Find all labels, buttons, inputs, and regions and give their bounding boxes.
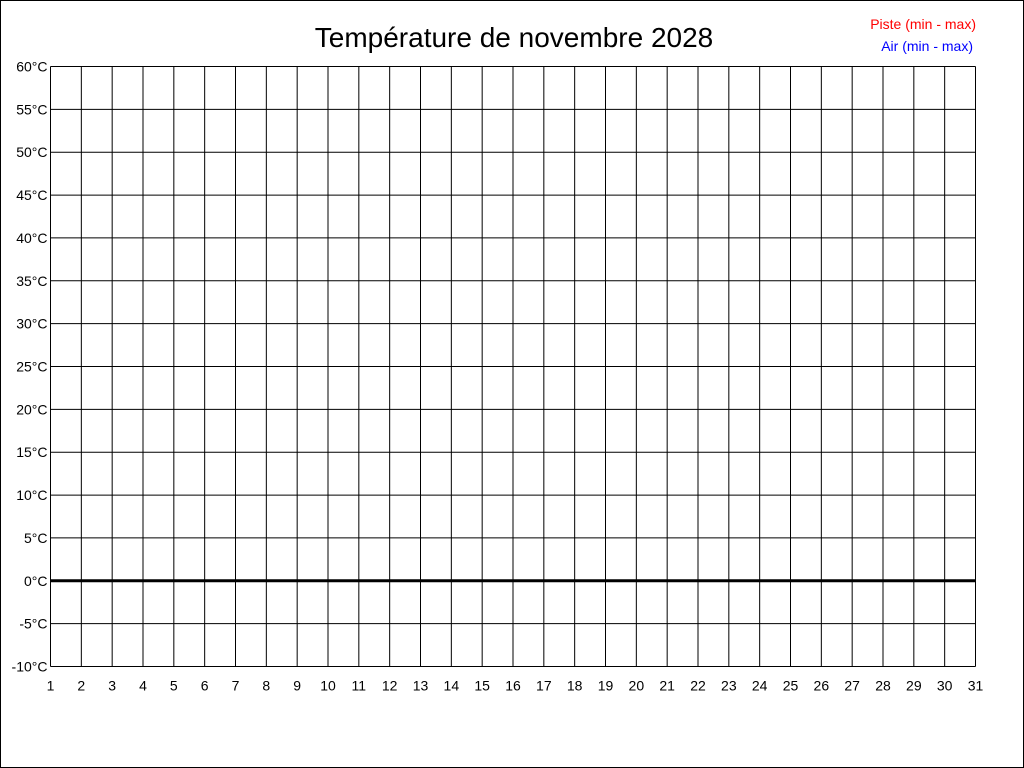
- grid: [50, 66, 976, 667]
- x-tick-label: 25: [783, 678, 799, 694]
- x-tick-label: 27: [844, 678, 860, 694]
- x-tick-label: 5: [170, 678, 178, 694]
- x-tick-label: 31: [968, 678, 984, 694]
- x-tick-label: 19: [598, 678, 614, 694]
- x-tick-label: 22: [690, 678, 706, 694]
- x-tick-label: 13: [413, 678, 429, 694]
- x-tick-label: 4: [139, 678, 147, 694]
- x-tick-label: 20: [629, 678, 645, 694]
- x-tick-label: 21: [659, 678, 675, 694]
- x-tick-label: 16: [505, 678, 521, 694]
- x-tick-label: 29: [906, 678, 922, 694]
- y-axis: 60°C 55°C 50°C 45°C 40°C 35°C 30°C 25°C 20°C 15°C…: [12, 59, 48, 675]
- y-tick-label: 35°C: [16, 273, 47, 289]
- x-tick-label: 14: [444, 678, 460, 694]
- x-tick-label: 18: [567, 678, 583, 694]
- x-tick-label: 7: [232, 678, 240, 694]
- chart-title: Température de novembre 2028: [315, 22, 713, 53]
- y-tick-label: 45°C: [16, 187, 47, 203]
- y-tick-label: -10°C: [12, 659, 48, 675]
- x-tick-label: 15: [474, 678, 490, 694]
- x-tick-label: 12: [382, 678, 398, 694]
- x-tick-label: 24: [752, 678, 768, 694]
- x-tick-label: 11: [352, 678, 367, 694]
- y-tick-label: 50°C: [16, 144, 47, 160]
- legend-air: Air (min - max): [881, 38, 973, 54]
- x-axis: 1 2 3 4 5 6 7 8 9 10 11 12 13 14 15 16 17 18 19 20 21 22 23 24 2…: [47, 678, 984, 694]
- x-tick-label: 17: [536, 678, 552, 694]
- x-tick-label: 2: [77, 678, 85, 694]
- x-tick-label: 1: [47, 678, 55, 694]
- y-tick-label: 25°C: [16, 359, 47, 375]
- x-tick-label: 9: [293, 678, 301, 694]
- x-tick-label: 8: [262, 678, 270, 694]
- y-tick-label: 55°C: [16, 101, 47, 117]
- y-tick-label: -5°C: [19, 616, 47, 632]
- y-tick-label: 20°C: [16, 401, 47, 417]
- y-tick-label: 60°C: [16, 59, 47, 75]
- y-tick-label: 40°C: [16, 230, 47, 246]
- y-tick-label: 5°C: [24, 530, 48, 546]
- x-tick-label: 23: [721, 678, 737, 694]
- x-tick-label: 30: [937, 678, 953, 694]
- x-tick-label: 28: [875, 678, 891, 694]
- y-tick-label: 30°C: [16, 316, 47, 332]
- y-tick-label: 15°C: [16, 444, 47, 460]
- x-tick-label: 6: [201, 678, 209, 694]
- y-tick-label: 10°C: [16, 487, 47, 503]
- y-tick-label: 0°C: [24, 573, 48, 589]
- legend-piste: Piste (min - max): [870, 16, 976, 32]
- x-tick-label: 26: [814, 678, 830, 694]
- x-tick-label: 10: [320, 678, 336, 694]
- x-tick-label: 3: [108, 678, 116, 694]
